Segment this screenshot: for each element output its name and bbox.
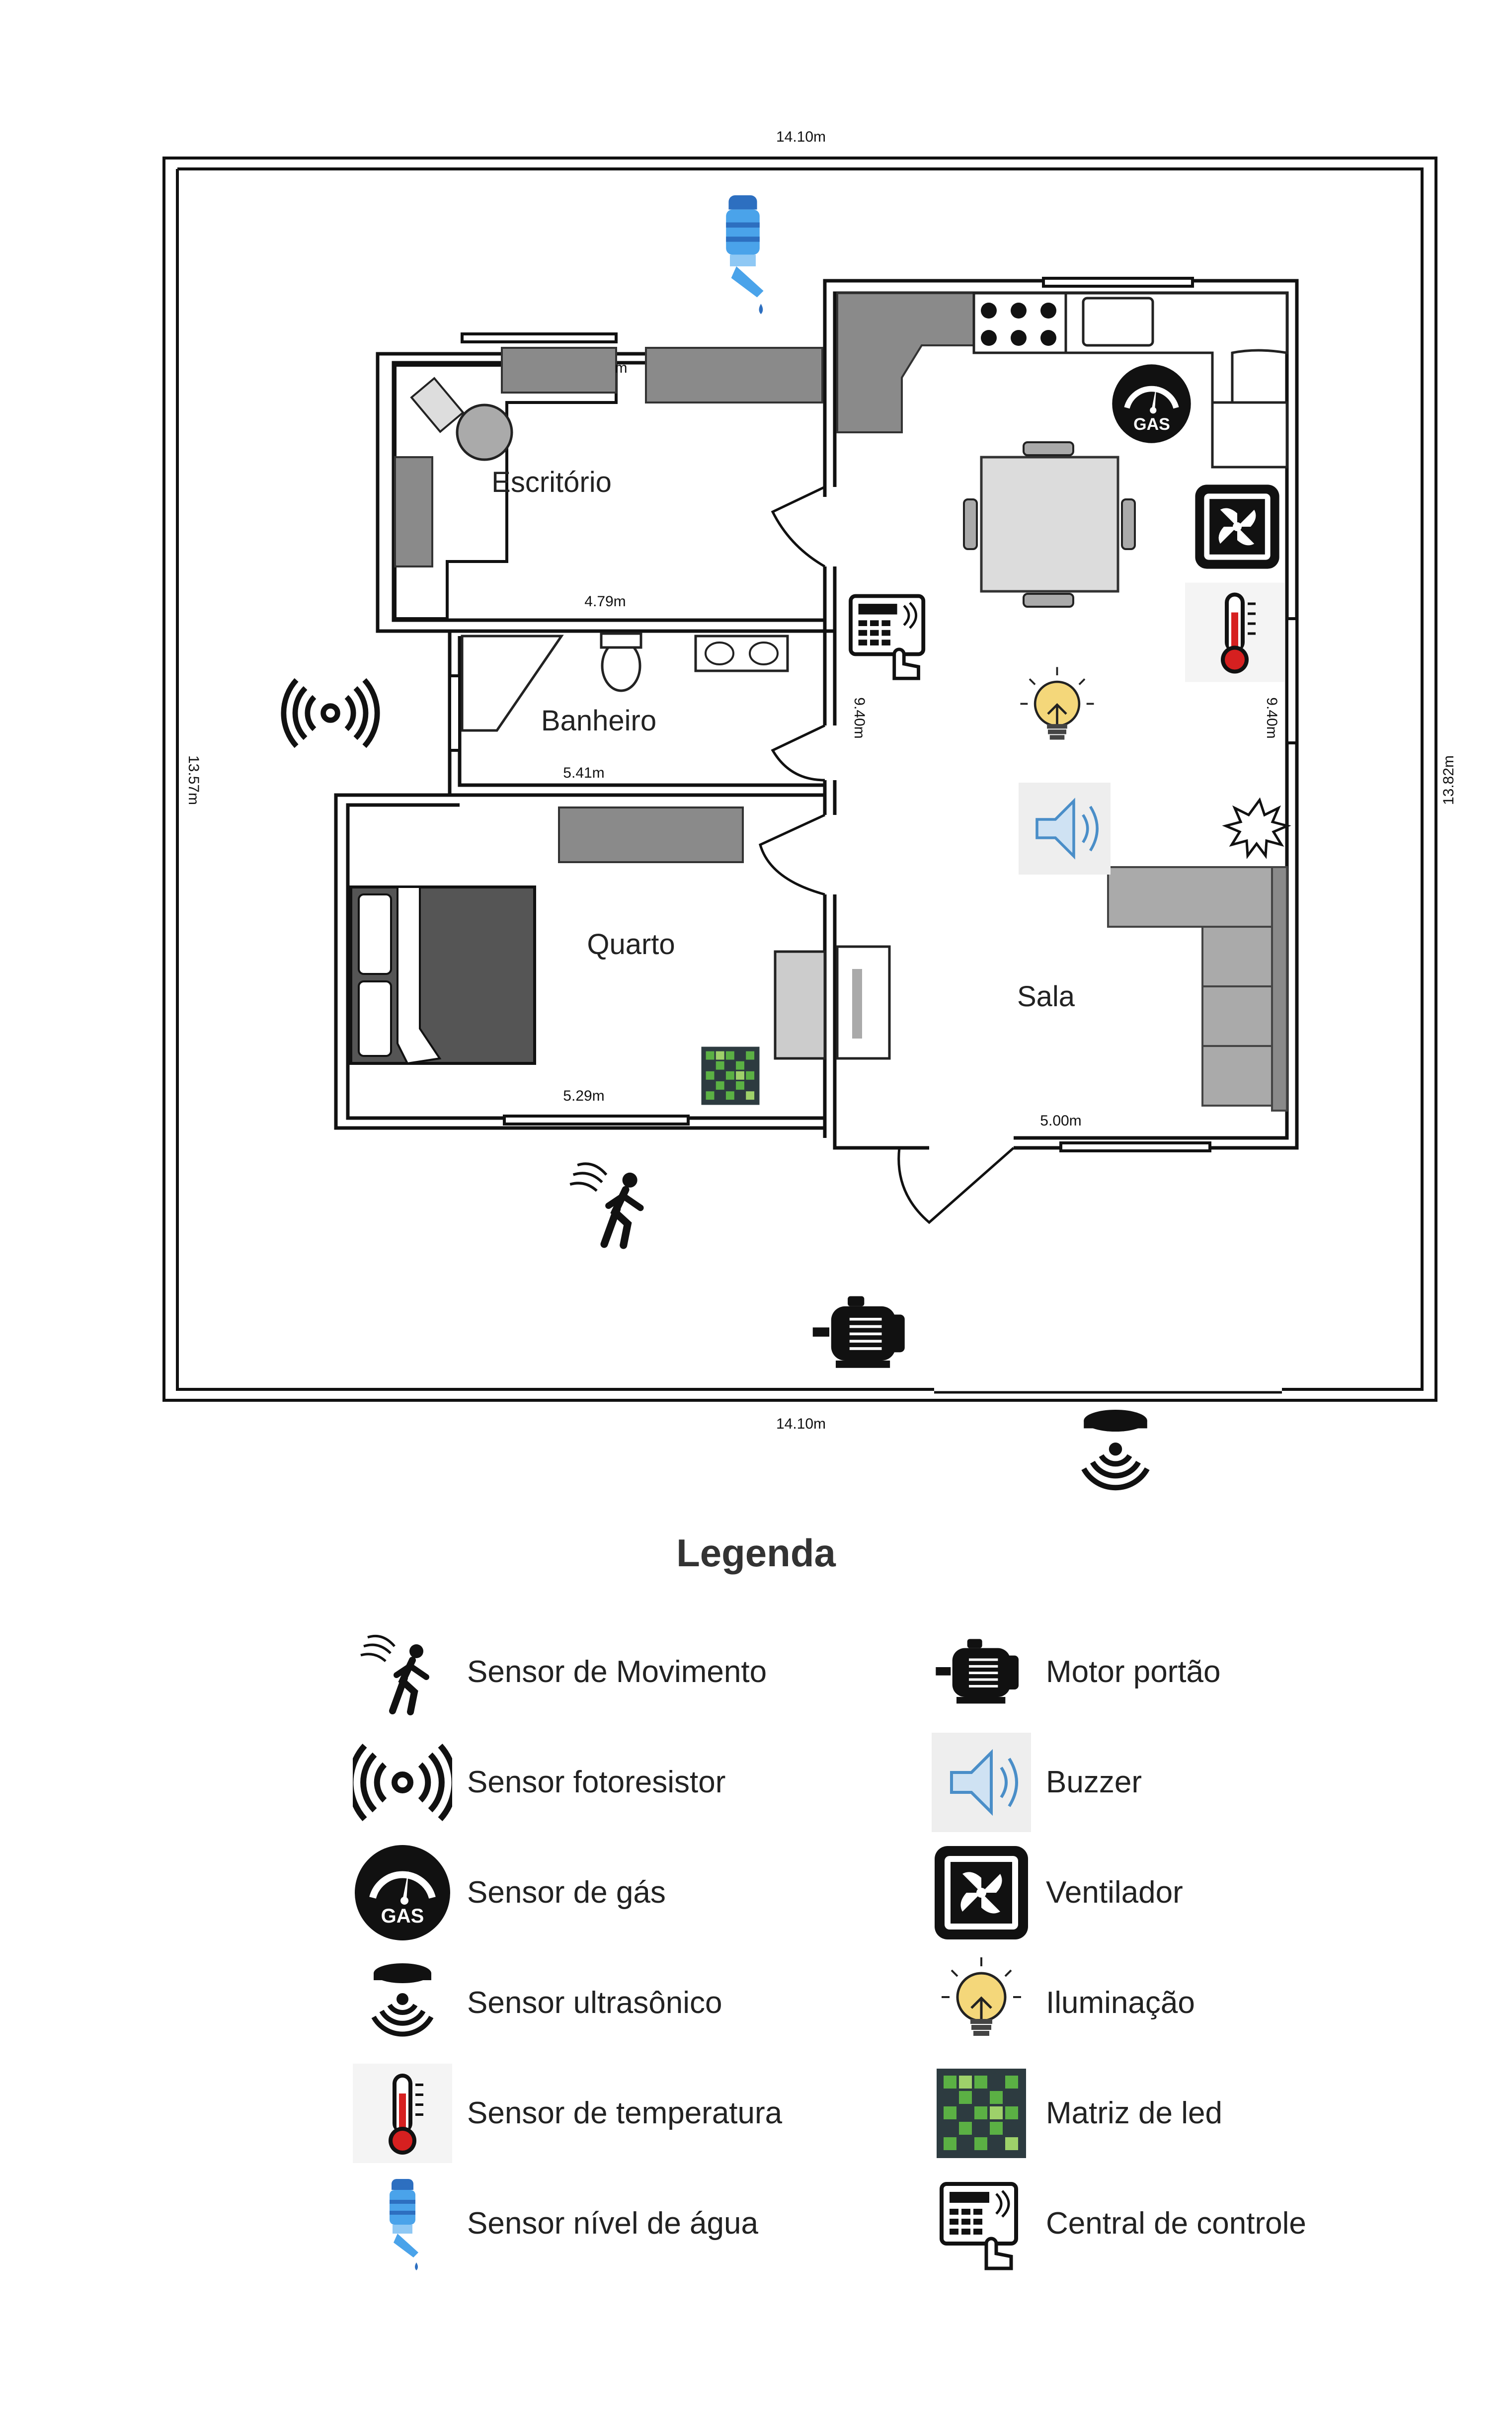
legend-item-lighting: Iluminação xyxy=(932,1953,1478,2053)
motion-sensor-icon xyxy=(353,1622,452,1722)
legend-item-led-matrix: Matriz de led xyxy=(932,2064,1478,2163)
room-label-banheiro: Banheiro xyxy=(541,705,656,737)
dim-right: 13.82m xyxy=(1440,755,1457,805)
dim-banheiro: 5.41m xyxy=(563,765,604,781)
dim-top: 14.10m xyxy=(776,129,826,145)
dim-sala: 5.00m xyxy=(1040,1113,1081,1129)
dim-escritorio-partial: m xyxy=(615,360,628,376)
dim-left: 13.57m xyxy=(185,755,202,805)
dim-sala-right: 9.40m xyxy=(1264,697,1280,738)
legend-label: Central de controle xyxy=(1046,2206,1306,2241)
room-label-quarto: Quarto xyxy=(587,928,675,961)
gas-icon-text: GAS xyxy=(381,1905,424,1927)
office-furniture xyxy=(394,347,823,620)
legend-label: Sensor ultrasônico xyxy=(467,1986,722,2020)
legend-item-control: Central de controle xyxy=(932,2174,1478,2273)
smoke-sensor-icon xyxy=(1222,797,1291,859)
floor-plan: 14.10m 14.10m 13.57m 13.82m xyxy=(162,129,1457,1521)
legend-label: Sensor de gás xyxy=(467,1875,666,1910)
legend-label: Iluminação xyxy=(1046,1986,1195,2020)
legend-label: Buzzer xyxy=(1046,1765,1142,1799)
legend-title: Legenda xyxy=(676,1531,836,1575)
legend-item-gas: GAS Sensor de gás xyxy=(353,1843,899,1942)
thermometer-icon xyxy=(1185,582,1284,682)
buzzer-icon xyxy=(1019,783,1111,875)
legend-item-gate-motor: Motor portão xyxy=(932,1622,1478,1722)
legend-label: Motor portão xyxy=(1046,1655,1221,1689)
legend-item-fan: Ventilador xyxy=(932,1843,1478,1942)
bathroom-fixtures xyxy=(461,632,789,732)
gate-motor-icon xyxy=(932,1622,1031,1722)
legend-item-ultrasonic: Sensor ultrasônico xyxy=(353,1953,899,2053)
gas-icon-text: GAS xyxy=(1133,415,1170,434)
gas-sensor-icon: GAS xyxy=(353,1843,452,1942)
legend-item-motion: Sensor de Movimento xyxy=(353,1622,899,1722)
photoresistor-icon xyxy=(353,1733,452,1832)
buzzer-icon xyxy=(932,1733,1031,1832)
legend-label: Matriz de led xyxy=(1046,2096,1222,2130)
water-level-icon xyxy=(726,195,764,315)
gas-sensor-icon: GAS xyxy=(1112,364,1191,443)
ultrasonic-sensor-icon xyxy=(353,1953,452,2053)
kitchen-furniture xyxy=(836,292,1288,469)
bedroom-furniture xyxy=(349,806,891,1065)
legend-label: Sensor de temperatura xyxy=(467,2096,783,2130)
light-bulb-icon xyxy=(932,1953,1031,2053)
legend-label: Sensor de Movimento xyxy=(467,1655,767,1689)
legend-label: Ventilador xyxy=(1046,1875,1183,1910)
room-label-escritorio: Escritório xyxy=(491,466,612,498)
doors xyxy=(759,485,1015,1224)
led-matrix-icon xyxy=(932,2064,1031,2163)
room-label-sala: Sala xyxy=(1017,980,1075,1013)
legend-item-buzzer: Buzzer xyxy=(932,1733,1478,1832)
photoresistor-icon xyxy=(284,680,377,746)
legend-item-photoresistor: Sensor fotoresistor xyxy=(353,1733,899,1832)
thermometer-icon xyxy=(353,2064,452,2163)
windows xyxy=(448,277,1298,1152)
light-bulb-icon xyxy=(1021,667,1094,739)
fan-icon xyxy=(932,1843,1031,1942)
legend-label: Sensor nível de água xyxy=(467,2206,758,2241)
dim-sala-left: 9.40m xyxy=(851,697,868,738)
lot-boundary xyxy=(162,157,1437,1402)
fan-icon xyxy=(1195,484,1279,569)
gate-motor-icon xyxy=(813,1296,905,1368)
dim-quarto: 5.29m xyxy=(563,1088,604,1104)
control-panel-icon xyxy=(851,596,923,679)
led-matrix-icon xyxy=(701,1046,760,1105)
sofa xyxy=(1107,866,1288,1112)
dim-escritorio: 4.79m xyxy=(584,593,626,610)
motion-sensor-icon xyxy=(570,1164,640,1245)
legend-item-temperature: Sensor de temperatura xyxy=(353,2064,899,2163)
water-level-icon xyxy=(390,2179,418,2270)
legend-label: Sensor fotoresistor xyxy=(467,1765,726,1799)
ultrasonic-sensor-icon xyxy=(1084,1410,1147,1488)
dining-table xyxy=(963,441,1136,608)
control-panel-icon xyxy=(932,2174,1031,2273)
dim-bottom: 14.10m xyxy=(776,1416,826,1432)
legend-item-water: Sensor nível de água xyxy=(353,2174,899,2273)
